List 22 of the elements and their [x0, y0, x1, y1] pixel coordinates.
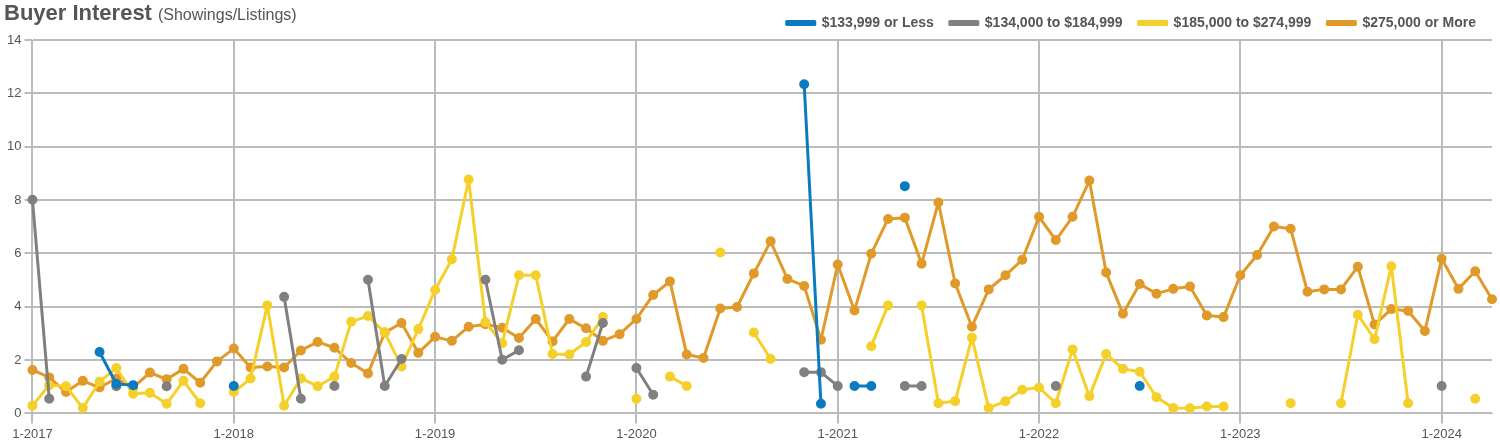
x-tick-label: 1-2021	[817, 425, 858, 441]
x-tick-label: 1-2018	[213, 425, 255, 441]
y-tick-label: 4	[14, 298, 22, 314]
x-tick-label: 1-2017	[12, 425, 53, 441]
x-tick-label: 1-2019	[414, 425, 456, 441]
legend-label: $275,000 or More	[1362, 13, 1477, 30]
y-tick-label: 8	[14, 191, 22, 207]
chart-title: Buyer Interest	[4, 0, 152, 25]
y-tick-label: 12	[6, 84, 22, 100]
legend-label: $133,999 or Less	[821, 13, 935, 30]
x-tick-label: 1-2020	[616, 425, 657, 441]
y-tick-label: 0	[14, 404, 22, 420]
legend-label: $134,000 to $184,999	[984, 13, 1123, 30]
chart-subtitle: (Showings/Listings)	[157, 6, 297, 23]
x-tick-label: 1-2023	[1220, 425, 1261, 441]
x-tick-label: 1-2024	[1421, 425, 1462, 441]
y-tick-label: 14	[6, 31, 22, 47]
y-tick-label: 2	[14, 351, 22, 367]
legend-label: $185,000 to $274,999	[1173, 13, 1312, 30]
y-tick-label: 10	[6, 138, 22, 154]
y-tick-label: 6	[14, 244, 22, 260]
x-tick-label: 1-2022	[1018, 425, 1060, 441]
